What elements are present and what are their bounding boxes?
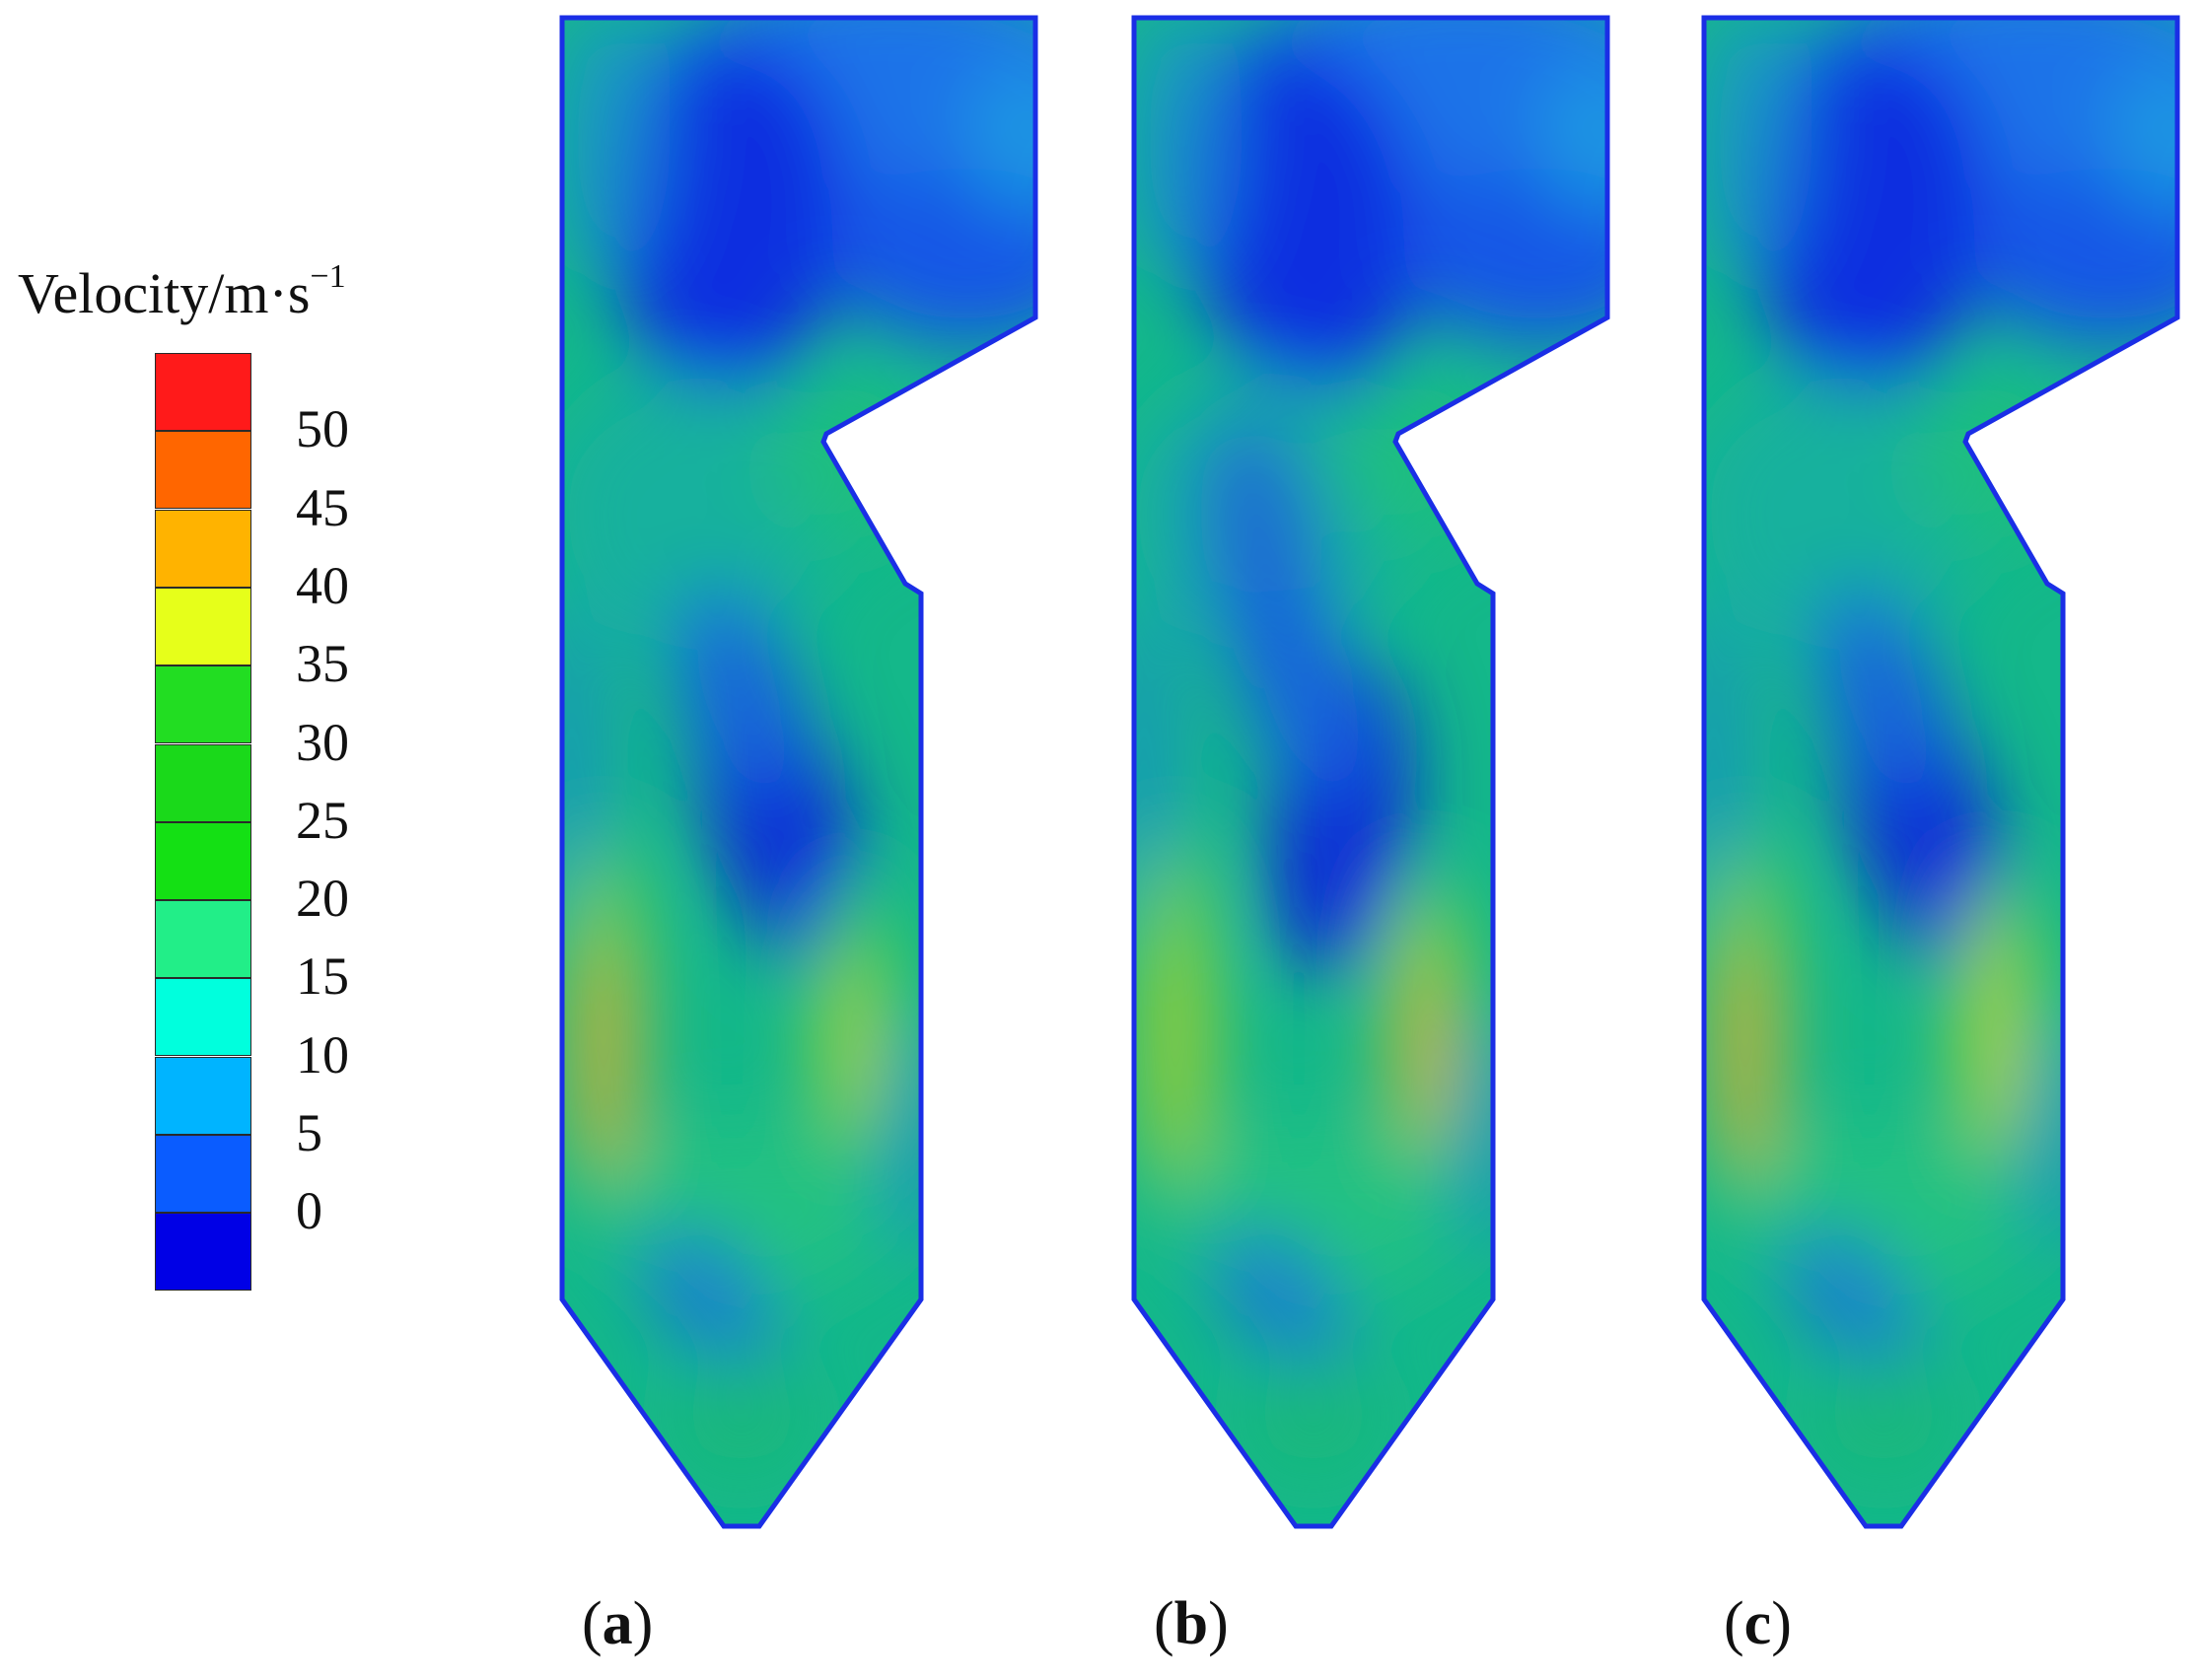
legend-tick-label: 5 xyxy=(296,1103,322,1162)
velocity-contour-region xyxy=(1704,592,1743,946)
furnace-wall-outline xyxy=(1701,15,2180,1529)
legend-tick-label: 30 xyxy=(296,712,349,772)
legend-swatch xyxy=(155,431,251,510)
caption-b: (b) xyxy=(1154,1590,1229,1657)
velocity-legend: Velocity/m·s−1 50 45 40 35 30 25 20 15 10 5 0 xyxy=(0,0,513,1680)
velocity-contour-region xyxy=(1404,956,1448,1134)
velocity-contour-region xyxy=(1704,18,1812,276)
velocity-contour-region xyxy=(663,1351,820,1489)
legend-tick-label: 25 xyxy=(296,790,349,850)
caption-a: (a) xyxy=(582,1590,654,1657)
velocity-contour-region xyxy=(1970,168,2177,345)
velocity-contour-region xyxy=(1400,168,1607,345)
legend-tick-label: 40 xyxy=(296,555,349,615)
legend-swatch xyxy=(155,587,251,665)
legend-tick-label: 15 xyxy=(296,946,349,1007)
legend-swatch xyxy=(155,353,251,431)
legend-title-exponent: −1 xyxy=(310,258,346,295)
velocity-contour-region xyxy=(1213,1225,1351,1377)
velocity-contour-region xyxy=(673,586,807,795)
legend-tick-label: 45 xyxy=(296,477,349,537)
legend-swatch xyxy=(155,821,251,900)
legend-tick-label: 0 xyxy=(296,1181,322,1241)
legend-swatch xyxy=(155,900,251,979)
velocity-contour-region xyxy=(1199,415,1325,689)
legend-swatch xyxy=(155,1056,251,1135)
legend-swatch xyxy=(155,509,251,588)
velocity-contour-region xyxy=(1783,1225,1921,1377)
velocity-contour-region xyxy=(1235,1351,1392,1489)
velocity-contour-region xyxy=(562,375,838,651)
velocity-contour-region xyxy=(1911,385,2069,542)
legend-swatch xyxy=(155,1135,251,1213)
velocity-contour-region xyxy=(1704,375,1980,651)
velocity-contour-region xyxy=(1805,1351,1962,1489)
legend-swatch xyxy=(155,1213,251,1292)
velocity-contour-region xyxy=(2108,59,2177,217)
legend-tick-label: 10 xyxy=(296,1024,349,1085)
legend-tick-label: 50 xyxy=(296,399,349,459)
legend-tick-label: 20 xyxy=(296,869,349,929)
velocity-contour-region xyxy=(1152,937,1199,1173)
legend-swatch xyxy=(155,665,251,744)
velocity-contour-region xyxy=(1974,956,2018,1134)
velocity-contour-region xyxy=(1134,18,1243,276)
legend-swatch xyxy=(155,978,251,1057)
velocity-contour-region xyxy=(1722,937,1769,1173)
velocity-contour-region xyxy=(562,592,602,946)
legend-tick-label: 35 xyxy=(296,634,349,694)
velocity-contour-region xyxy=(1134,592,1173,946)
velocity-contour-region xyxy=(966,59,1035,217)
legend-swatch xyxy=(155,743,251,822)
furnace-wall-outline xyxy=(1131,15,1610,1529)
velocity-contour-region xyxy=(1814,586,1949,795)
velocity-contour-region xyxy=(580,937,627,1173)
velocity-contour-region xyxy=(1538,59,1607,217)
furnace-wall-outline xyxy=(559,15,1038,1529)
velocity-contour-region xyxy=(641,1225,779,1377)
legend-title: Velocity/m·s−1 xyxy=(18,258,346,325)
caption-c: (c) xyxy=(1724,1590,1792,1657)
velocity-contour-region xyxy=(832,956,876,1134)
velocity-contour-region xyxy=(562,18,671,276)
velocity-contour-region xyxy=(828,168,1035,345)
